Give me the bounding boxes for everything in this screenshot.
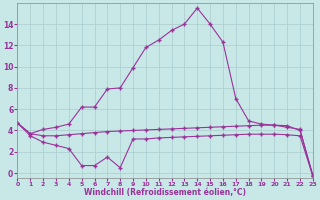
X-axis label: Windchill (Refroidissement éolien,°C): Windchill (Refroidissement éolien,°C)	[84, 188, 246, 197]
